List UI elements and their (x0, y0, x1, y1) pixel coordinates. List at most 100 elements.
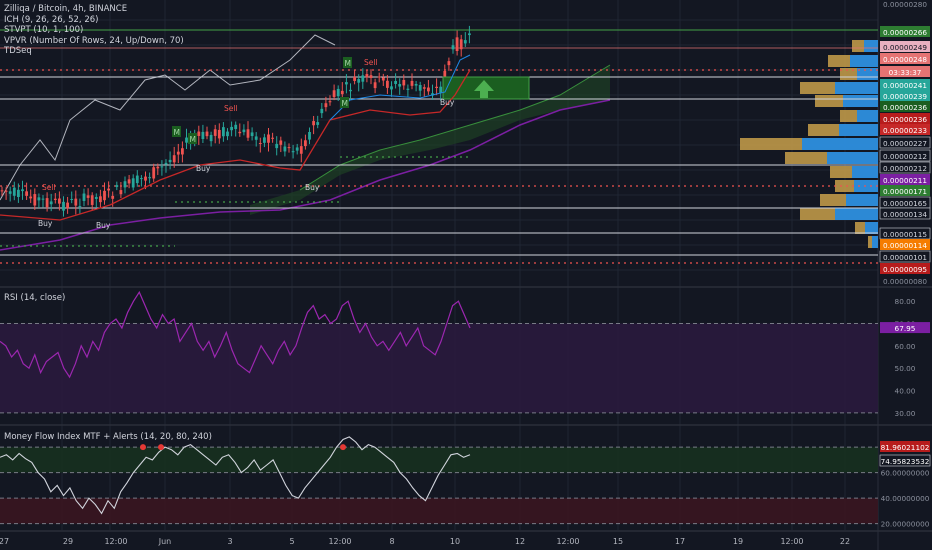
chikou-span (0, 34, 336, 201)
arrow-up-icon (474, 80, 494, 98)
time-tick: 12:00 (328, 537, 351, 546)
candle (361, 75, 365, 82)
mfi-tick: 20.00000000 (881, 520, 930, 529)
time-axis[interactable]: 27 29 12:00 Jun 3 5 12:00 8 10 12 12:00 15 17 19 12:00… (0, 537, 850, 546)
candles (0, 25, 471, 217)
candle (283, 146, 287, 152)
legend-ichimoku[interactable]: ICH (9, 26, 26, 52, 26) (4, 14, 99, 25)
vpvr-bar-up (865, 222, 878, 234)
candle (254, 136, 258, 140)
signal-label: Buy (440, 98, 455, 107)
time-tick: 17 (675, 537, 685, 546)
price-badge-label: 0.00000266 (883, 28, 927, 37)
rsi-value-badge (880, 322, 930, 334)
mfi-title[interactable]: Money Flow Index MTF + Alerts (14, 20, 8… (4, 432, 212, 442)
legend-stvpt[interactable]: STVPT (10, 1, 100) (4, 25, 84, 35)
candle (135, 175, 139, 184)
price-badge-label: 0.00000095 (883, 265, 927, 274)
time-tick: 8 (389, 537, 394, 546)
candle (103, 190, 106, 201)
candle (176, 151, 180, 155)
legend-vpvr[interactable]: VPVR (Number Of Rows, 24, Up/Down, 70) (4, 35, 184, 46)
mfi-lower-band (0, 498, 878, 524)
candle (295, 147, 299, 151)
legend-tdseq[interactable]: TDSeq (4, 46, 32, 56)
candle (258, 142, 262, 144)
signal-label: Sell (42, 183, 56, 192)
candle (439, 86, 443, 94)
price-badge (879, 250, 931, 263)
mfi-badge-label: 74.95823532 (881, 457, 930, 466)
price-badge-label: 0.00000227 (883, 139, 927, 148)
vpvr-bar-up (864, 40, 878, 52)
mfi-upper-band (0, 447, 878, 473)
rsi-tick: 40.00 (895, 387, 916, 396)
rsi-value-label: 67.95 (895, 324, 916, 333)
candle (209, 134, 213, 142)
signal-label: Sell (224, 104, 238, 113)
rsi-tick: 50.00 (895, 364, 916, 373)
price-badge-label: 0.00000134 (883, 210, 927, 219)
time-tick: 5 (289, 537, 294, 546)
rsi-tick: 80.00 (895, 297, 916, 306)
candle (164, 162, 168, 165)
candle (390, 86, 393, 90)
candle (78, 206, 82, 208)
candle (402, 79, 406, 86)
horizontal-levels (0, 29, 878, 264)
candle (267, 134, 270, 143)
candle (287, 147, 291, 149)
chart-legend: Zilliqa / Bitcoin, 4h, BINANCE ICH (9, 2… (4, 4, 184, 57)
candle (312, 121, 315, 126)
price-badge-label: 0.00000249 (883, 43, 927, 52)
candle (49, 201, 53, 205)
price-badge (880, 90, 930, 101)
stvpt-line (329, 54, 471, 121)
price-badge-label: 0.00000233 (883, 126, 927, 135)
candle (398, 84, 402, 87)
price-badge (879, 136, 931, 149)
candle (463, 40, 467, 44)
candle (340, 90, 344, 95)
candle (279, 140, 283, 145)
candle (443, 70, 447, 80)
td-marker (172, 126, 181, 137)
price-badge-label: 0.00000171 (883, 187, 927, 196)
candle (33, 194, 37, 206)
candle (410, 80, 414, 86)
candle (62, 201, 65, 211)
candle (242, 129, 246, 133)
signal-label: Buy (38, 219, 53, 228)
vpvr-bar-up (802, 138, 878, 150)
price-axis[interactable]: 0.00000266 0.00000249 0.00000248 03:33:37 0.… (879, 0, 931, 286)
candle (156, 166, 160, 169)
candle (336, 88, 340, 97)
price-badge (880, 26, 930, 37)
candle (373, 82, 377, 89)
rsi-title[interactable]: RSI (14, close) (4, 293, 66, 303)
candle (213, 129, 217, 136)
mfi-alert-dot (340, 444, 346, 451)
time-tick: 15 (613, 537, 623, 546)
candle (205, 131, 209, 137)
volume-profile (740, 40, 878, 248)
candle (111, 195, 115, 199)
candle (222, 127, 225, 137)
mfi-line (0, 436, 471, 515)
candle (349, 89, 352, 92)
symbol-title[interactable]: Zilliqa / Bitcoin, 4h, BINANCE (4, 4, 128, 14)
price-badge-label: 0.00000212 (883, 152, 927, 161)
candle (435, 86, 438, 88)
candle (275, 143, 279, 149)
time-tick: 19 (733, 537, 743, 546)
candle (152, 167, 156, 179)
vpvr-bar-up (850, 55, 878, 67)
mfi-pane: 80.0000000060.0000000040.0000000020.0000… (0, 436, 931, 529)
candle (172, 155, 176, 163)
candle (70, 198, 74, 200)
candle (127, 179, 131, 184)
candle (250, 132, 254, 137)
price-badge (880, 174, 930, 185)
candle (25, 191, 28, 196)
